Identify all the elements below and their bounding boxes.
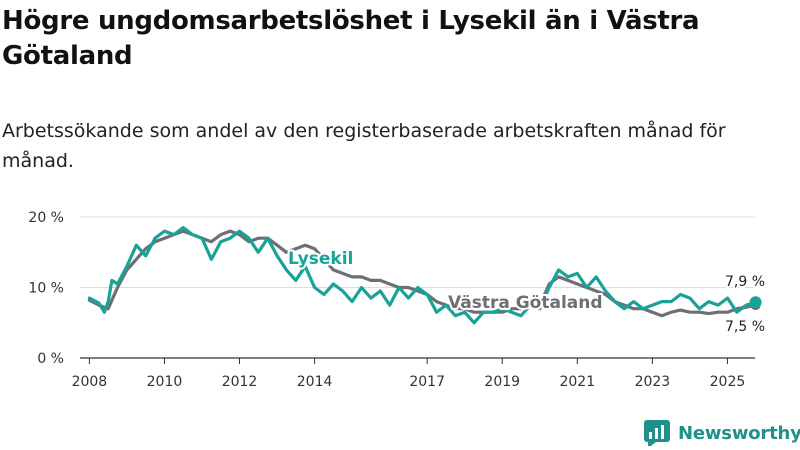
x-tick-label: 2014 [297, 374, 333, 390]
line-chart: 0 % 10 % 20 % 2008 2010 2012 2014 2017 2019 2021 2… [28, 210, 767, 390]
x-tick-label: 2010 [147, 374, 183, 390]
series-label-vastra-gotaland: Västra Götaland [448, 293, 603, 313]
series-line-lysekil [87, 226, 758, 325]
y-tick-label: 10 % [28, 281, 64, 297]
y-tick-label: 0 % [37, 351, 64, 367]
end-point-lysekil [749, 296, 762, 309]
x-tick-label: 2019 [484, 374, 520, 390]
label-layer: Lysekil Västra Götaland 7,9 % 7,5 % [286, 247, 767, 337]
grid-layer: 0 % 10 % 20 % 2008 2010 2012 2014 2017 2019 2021 2… [28, 210, 755, 390]
newsworthy-logo-text: Newsworthy [678, 422, 800, 444]
chart-subtitle: Arbetssökande som andel av den registerb… [2, 120, 726, 172]
x-tick-label: 2017 [409, 374, 445, 390]
newsworthy-logo: Newsworthy [644, 418, 800, 448]
series-layer [87, 226, 762, 325]
newsworthy-logo-icon [644, 420, 670, 446]
x-tick-label: 2012 [222, 374, 258, 390]
x-tick-label: 2008 [72, 374, 108, 390]
chart-title: Högre ungdomsarbetslöshet i Lysekil än i… [2, 6, 700, 71]
y-tick-label: 20 % [28, 210, 64, 226]
x-tick-label: 2025 [710, 374, 746, 390]
end-value-label-lysekil: 7,9 % [725, 274, 765, 290]
series-label-lysekil: Lysekil [288, 249, 353, 269]
end-value-label-vastra-gotaland: 7,5 % [725, 319, 765, 335]
x-tick-label: 2021 [559, 374, 595, 390]
x-tick-label: 2023 [635, 374, 671, 390]
